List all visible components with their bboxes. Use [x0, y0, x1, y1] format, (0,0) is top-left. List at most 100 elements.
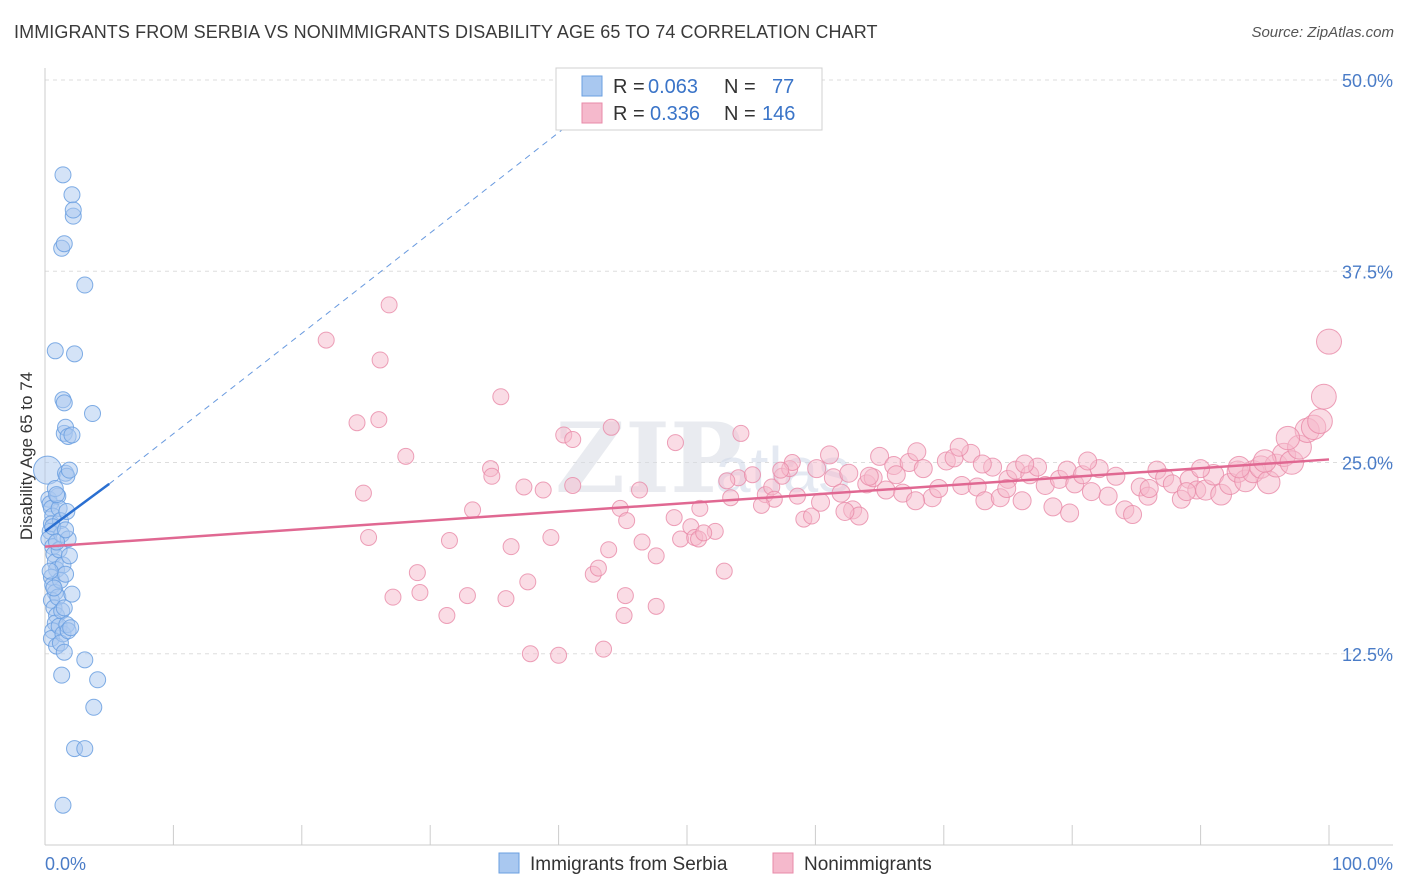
serbia-point	[46, 342, 64, 360]
nonimmigrants-point	[1106, 466, 1126, 486]
serbia-point	[76, 276, 94, 294]
nonimmigrants-point	[835, 501, 855, 521]
legend-n-label-1: N =	[724, 76, 756, 98]
nonimmigrants-point	[820, 445, 840, 465]
serbia-point	[55, 394, 73, 412]
nonimmigrants-point	[1078, 451, 1098, 471]
nonimmigrants-point	[521, 645, 539, 663]
nonimmigrants-point	[1043, 497, 1063, 517]
nonimmigrants-point	[458, 587, 476, 605]
nonimmigrants-trend-line	[44, 458, 1330, 548]
nonimmigrants-point	[564, 431, 582, 449]
nonimmigrants-point	[772, 461, 790, 479]
nonimmigrants-point	[839, 463, 859, 483]
bottom-swatch-nonimmigrants[interactable]	[772, 852, 794, 874]
nonimmigrants-point	[647, 597, 665, 615]
nonimmigrants-point	[718, 472, 736, 490]
serbia-trend-extension	[108, 71, 636, 485]
serbia-point	[54, 166, 72, 184]
serbia-point	[60, 547, 78, 565]
watermark-zip: ZIP	[555, 402, 742, 515]
nonimmigrants-point	[408, 564, 426, 582]
serbia-point	[84, 405, 102, 423]
bottom-legend-serbia[interactable]: Immigrants from Serbia	[530, 854, 728, 875]
nonimmigrants-point	[913, 459, 933, 479]
serbia-point	[55, 235, 73, 253]
serbia-point	[41, 562, 59, 580]
nonimmigrants-point	[907, 442, 927, 462]
y-tick-label: 37.5%	[1342, 262, 1393, 282]
nonimmigrants-point	[370, 411, 388, 429]
nonimmigrants-point	[715, 562, 733, 580]
nonimmigrants-point	[929, 479, 949, 499]
nonimmigrants-point	[440, 532, 458, 550]
bottom-legend-nonimmigrants[interactable]: Nonimmigrants	[804, 854, 932, 875]
nonimmigrants-point	[534, 481, 552, 499]
chart-title: IMMIGRANTS FROM SERBIA VS NONIMMIGRANTS …	[14, 22, 878, 42]
nonimmigrants-point	[515, 478, 533, 496]
nonimmigrants-point	[870, 446, 890, 466]
nonimmigrants-point	[384, 588, 402, 606]
serbia-point	[76, 740, 94, 758]
nonimmigrants-point	[600, 541, 618, 559]
nonimmigrants-point	[1060, 503, 1080, 523]
legend-r-value-1: 0.063	[648, 76, 698, 98]
nonimmigrants-points	[317, 296, 1342, 664]
serbia-point	[63, 186, 81, 204]
nonimmigrants-point	[886, 465, 906, 485]
nonimmigrants-point	[906, 491, 926, 511]
serbia-point	[63, 426, 81, 444]
legend-r-label-1: R =	[613, 76, 645, 98]
nonimmigrants-point	[1176, 482, 1196, 502]
nonimmigrants-point	[665, 509, 683, 527]
nonimmigrants-point	[497, 590, 515, 608]
serbia-point	[64, 201, 82, 219]
nonimmigrants-point	[722, 489, 740, 507]
nonimmigrants-point	[519, 573, 537, 591]
nonimmigrants-point	[1307, 408, 1333, 435]
serbia-point	[60, 461, 78, 479]
serbia-point	[55, 643, 73, 661]
nonimmigrants-point	[1310, 383, 1337, 410]
nonimmigrants-point	[743, 466, 761, 484]
nonimmigrants-point	[618, 512, 636, 530]
nonimmigrants-point	[1098, 486, 1118, 506]
legend-n-value-2: 146	[762, 103, 795, 125]
watermark: ZIP atlas	[555, 402, 850, 515]
nonimmigrants-point	[411, 584, 429, 602]
nonimmigrants-point	[464, 501, 482, 519]
legend-n-label-2: N =	[724, 103, 756, 125]
nonimmigrants-point	[1139, 479, 1159, 499]
y-tick-label: 12.5%	[1342, 645, 1393, 665]
nonimmigrants-point	[1253, 449, 1277, 473]
nonimmigrants-point	[360, 528, 378, 546]
nonimmigrants-point	[807, 459, 827, 479]
y-axis-label: Disability Age 65 to 74	[17, 372, 36, 540]
serbia-point	[85, 698, 103, 716]
serbia-point	[66, 345, 84, 363]
nonimmigrants-point	[972, 454, 992, 474]
y-tick-label: 25.0%	[1342, 454, 1393, 474]
serbia-point	[57, 565, 75, 583]
nonimmigrants-point	[1316, 328, 1342, 355]
nonimmigrants-point	[317, 331, 335, 349]
bottom-swatch-serbia[interactable]	[498, 852, 520, 874]
serbia-point	[76, 651, 94, 669]
nonimmigrants-point	[542, 528, 560, 546]
nonimmigrants-point	[550, 646, 568, 664]
y-tick-label: 50.0%	[1342, 71, 1393, 91]
legend-swatch-nonimmigrants	[581, 102, 603, 124]
nonimmigrants-point	[949, 437, 969, 457]
series-legend: Immigrants from Serbia Nonimmigrants	[498, 852, 932, 875]
nonimmigrants-point	[633, 533, 651, 551]
nonimmigrants-point	[397, 447, 415, 465]
nonimmigrants-point	[616, 587, 634, 605]
nonimmigrants-point	[1123, 505, 1143, 525]
serbia-point	[54, 796, 72, 814]
serbia-point	[48, 486, 66, 504]
nonimmigrants-point	[811, 492, 831, 512]
serbia-point	[58, 502, 76, 520]
nonimmigrants-point	[602, 418, 620, 436]
legend-n-value-1: 77	[772, 76, 794, 98]
y-tick-labels: 12.5% 25.0% 37.5% 50.0%	[1342, 71, 1393, 665]
